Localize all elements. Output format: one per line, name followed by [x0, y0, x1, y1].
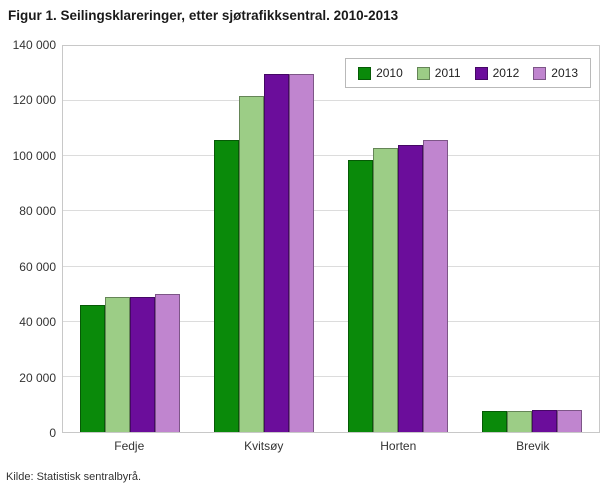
gridline	[63, 155, 599, 157]
legend-swatch-2012	[474, 66, 488, 80]
y-tick-label: 120 000	[12, 93, 56, 108]
bar-2010-fedje	[80, 305, 105, 432]
bar-2012-fedje	[130, 296, 155, 432]
y-tick-label: 0	[49, 426, 56, 440]
bar-groups	[63, 46, 599, 432]
bar-2010-horten	[348, 160, 373, 432]
legend-item-2013: 2013	[533, 66, 578, 80]
legend-swatch-2013	[533, 66, 547, 80]
bar-2013-kvits-y	[289, 73, 314, 432]
bar-group-kvits-y	[197, 46, 331, 432]
bar-2013-fedje	[155, 294, 180, 432]
y-tick-label: 80 000	[19, 204, 56, 219]
bar-2011-brevik	[507, 411, 532, 432]
x-tick-label-kvits-y: Kvitsøy	[244, 439, 284, 453]
bar-group-fedje	[63, 46, 197, 432]
y-tick-label: 140 000	[12, 38, 56, 52]
legend-swatch-2011	[416, 66, 430, 80]
legend-label-2010: 2010	[376, 66, 403, 80]
legend-label-2013: 2013	[551, 66, 578, 80]
gridline	[63, 265, 599, 267]
bar-2011-fedje	[105, 296, 130, 432]
x-tick-label-horten: Horten	[380, 439, 417, 453]
bar-2010-kvits-y	[214, 139, 239, 432]
gridline	[63, 320, 599, 322]
bar-2010-brevik	[482, 411, 507, 432]
legend-swatch-2010	[358, 66, 372, 80]
x-axis-labels: Fedje Kvitsøy Horten Brevik	[62, 439, 600, 453]
legend-item-2011: 2011	[416, 66, 461, 80]
legend-label-2012: 2012	[492, 66, 520, 80]
bar-2011-kvits-y	[239, 95, 264, 432]
y-axis-ticks: 0 20 000 40 000 60 000 80 000 100 000 120 000 1…	[0, 38, 56, 440]
legend-item-2010: 2010	[358, 66, 403, 80]
chart-title: Figur 1. Seilingsklareringer, etter sjøt…	[8, 8, 399, 23]
plot-area: 2010 2011 2012 2013	[62, 45, 600, 433]
bar-group-brevik	[465, 46, 599, 432]
legend-label-2011: 2011	[434, 66, 461, 80]
bar-2013-brevik	[557, 409, 582, 432]
gridline	[63, 375, 599, 377]
bar-2012-kvits-y	[264, 73, 289, 432]
bar-group-horten	[331, 46, 465, 432]
gridline	[63, 100, 599, 102]
x-tick-label-brevik: Brevik	[516, 439, 550, 453]
y-tick-label: 40 000	[19, 315, 56, 330]
legend-item-2012: 2012	[474, 66, 520, 80]
gridlines	[63, 46, 599, 432]
gridline	[63, 210, 599, 212]
bar-2013-horten	[423, 139, 448, 432]
y-tick-label: 20 000	[19, 370, 56, 385]
y-tick-label: 60 000	[19, 259, 56, 274]
legend: 2010 2011 2012 2013	[345, 58, 591, 88]
bar-2012-horten	[398, 145, 423, 432]
y-tick-label: 100 000	[12, 148, 56, 163]
source-text: Kilde: Statistisk sentralbyrå.	[6, 471, 142, 483]
x-tick-label-fedje: Fedje	[114, 439, 145, 453]
bar-2012-brevik	[532, 409, 557, 432]
bar-2011-horten	[373, 148, 398, 432]
